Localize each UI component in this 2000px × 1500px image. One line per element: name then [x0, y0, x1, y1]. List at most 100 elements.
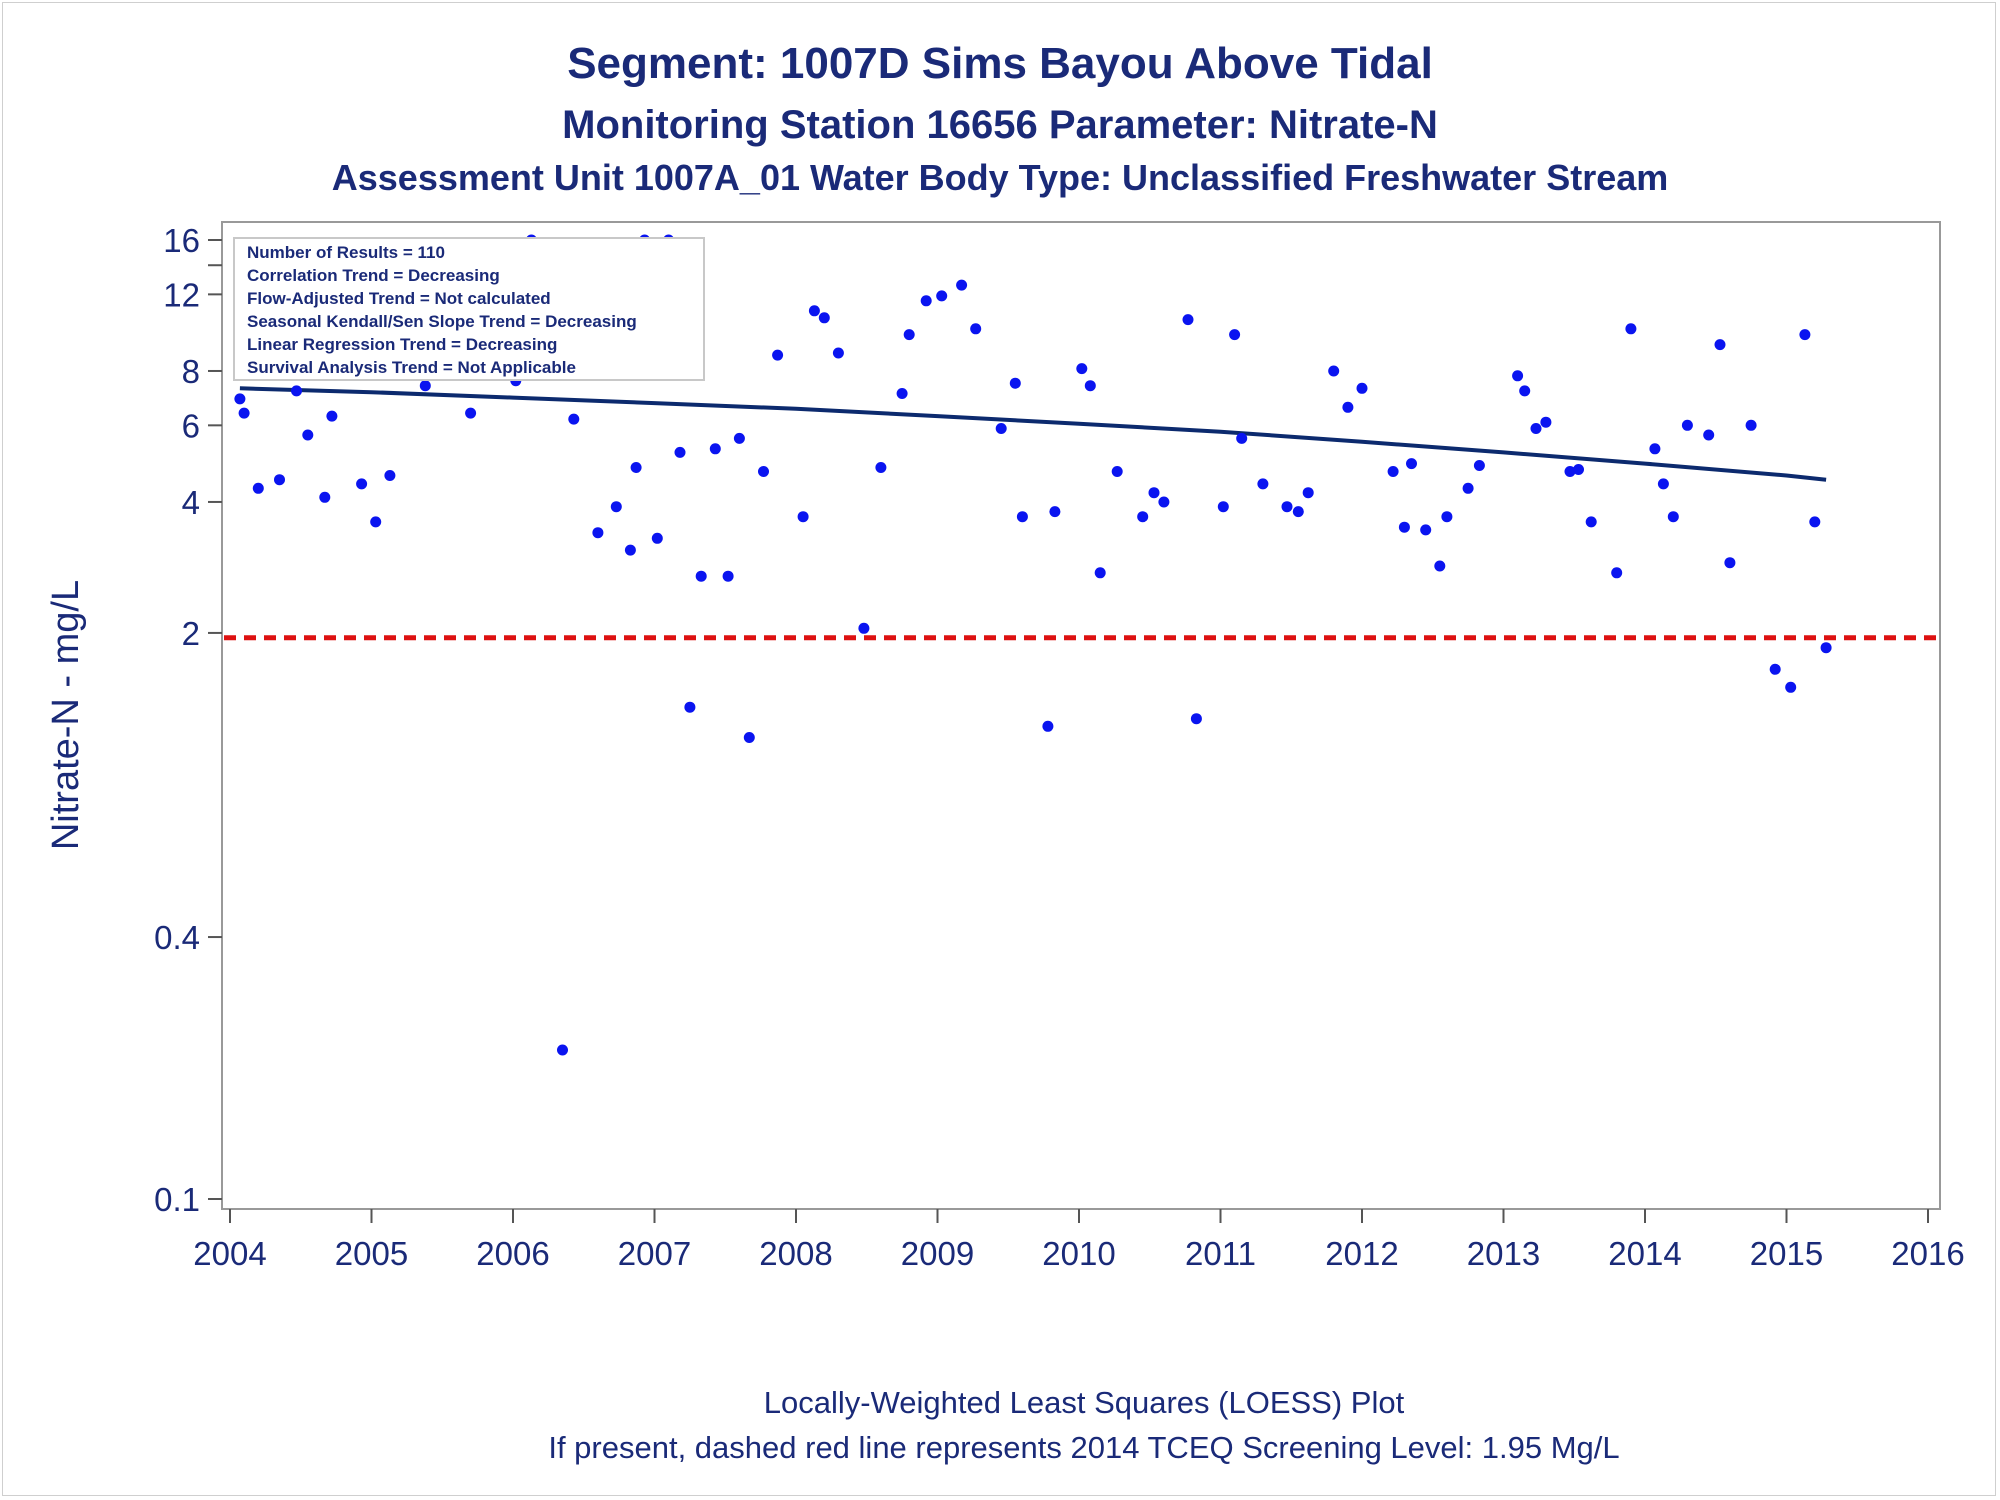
- y-tick-label: 6: [182, 407, 200, 444]
- x-tick-label: 2004: [193, 1235, 266, 1272]
- data-point: [326, 410, 338, 422]
- data-point: [970, 323, 982, 335]
- data-point: [956, 279, 968, 291]
- data-point: [875, 462, 887, 473]
- x-tick-label: 2011: [1185, 1235, 1256, 1272]
- data-point: [1564, 466, 1576, 477]
- footer-line-2: If present, dashed red line represents 2…: [548, 1430, 1619, 1465]
- data-point: [238, 407, 250, 419]
- x-tick-label: 2008: [759, 1235, 832, 1272]
- data-point: [1745, 419, 1757, 431]
- footer-line-1: Locally-Weighted Least Squares (LOESS) P…: [764, 1385, 1405, 1420]
- data-point: [832, 347, 844, 359]
- data-point: [1292, 506, 1304, 518]
- data-point: [1229, 329, 1241, 341]
- data-point: [1625, 323, 1637, 335]
- chart-subtitle-2: Assessment Unit 1007A_01 Water Body Type…: [332, 157, 1669, 198]
- data-point: [1519, 385, 1531, 397]
- y-tick-label: 0.1: [154, 1181, 200, 1218]
- data-point: [651, 532, 663, 544]
- x-tick-label: 2012: [1325, 1235, 1398, 1272]
- data-point: [252, 482, 264, 494]
- data-point: [302, 429, 314, 441]
- data-point: [1473, 460, 1485, 471]
- data-point: [1434, 560, 1446, 572]
- data-point: [1236, 432, 1248, 444]
- data-point: [1724, 557, 1736, 569]
- data-point: [234, 393, 246, 405]
- data-point: [568, 413, 580, 425]
- stats-box: [233, 237, 705, 381]
- data-point: [1158, 496, 1170, 508]
- stats-line: Survival Analysis Trend = Not Applicable: [247, 358, 576, 377]
- data-point: [1809, 516, 1821, 528]
- data-point: [758, 466, 769, 477]
- data-point: [936, 290, 948, 302]
- data-point: [1799, 329, 1811, 341]
- data-point: [557, 1044, 568, 1056]
- data-point: [1512, 370, 1524, 382]
- data-point: [592, 527, 604, 539]
- data-point: [1356, 382, 1368, 394]
- data-point: [808, 305, 820, 317]
- y-tick-label: 16: [163, 222, 200, 259]
- data-point: [1769, 663, 1781, 675]
- data-point: [1111, 466, 1123, 477]
- data-point: [1681, 419, 1693, 431]
- data-point: [1094, 567, 1106, 579]
- data-point: [1137, 511, 1149, 523]
- data-point: [1462, 482, 1474, 494]
- data-point: [1190, 713, 1202, 725]
- data-point: [1281, 501, 1293, 513]
- data-point: [743, 732, 755, 743]
- x-tick-label: 2009: [901, 1235, 974, 1272]
- data-point: [370, 516, 382, 528]
- data-point: [1342, 401, 1354, 413]
- data-point: [709, 443, 721, 455]
- y-tick-label: 12: [163, 276, 200, 313]
- data-point: [1217, 501, 1229, 513]
- data-point: [1257, 478, 1269, 490]
- data-point: [674, 446, 686, 458]
- stats-line: Seasonal Kendall/Sen Slope Trend = Decre…: [247, 312, 637, 331]
- data-point: [1714, 339, 1726, 351]
- data-point: [465, 407, 477, 419]
- data-point: [684, 701, 696, 713]
- data-point: [1148, 487, 1160, 499]
- data-point: [630, 462, 642, 473]
- loess-trend-line: [239, 386, 1827, 482]
- stats-line: Number of Results = 110: [247, 243, 445, 262]
- data-point: [1540, 416, 1552, 428]
- data-point: [1667, 511, 1679, 523]
- y-axis-label: Nitrate-N - mg/L: [45, 580, 87, 850]
- stats-line: Correlation Trend = Decreasing: [247, 266, 500, 285]
- x-tick-label: 2006: [476, 1235, 549, 1272]
- data-point: [1573, 464, 1584, 475]
- data-point: [1530, 423, 1542, 434]
- x-axis: 2004 2005 2006 2007 2008 2009 2010 2011 2012 2013…: [193, 1209, 1965, 1272]
- plot-area: [221, 221, 1941, 1210]
- data-point: [1441, 511, 1453, 523]
- data-point: [1009, 377, 1021, 389]
- data-point: [995, 423, 1007, 434]
- y-tick-label: 0.4: [154, 919, 200, 956]
- stats-lines: Number of Results = 110 Correlation Trend…: [247, 243, 637, 377]
- data-point: [319, 491, 331, 503]
- data-point: [419, 380, 431, 392]
- data-point: [356, 478, 368, 490]
- data-point: [818, 312, 830, 324]
- data-point: [610, 501, 622, 513]
- y-axis: 0.1 0.4 2 4 6 8 12 16: [154, 222, 222, 1218]
- data-point: [1649, 443, 1661, 455]
- data-point: [1049, 506, 1061, 518]
- data-point: [1406, 458, 1417, 470]
- chart-title: Segment: 1007D Sims Bayou Above Tidal: [567, 39, 1433, 88]
- data-point: [274, 474, 285, 486]
- data-point: [797, 511, 809, 523]
- data-point: [291, 385, 302, 397]
- chart-subtitle: Monitoring Station 16656 Parameter: Nitr…: [562, 103, 1438, 147]
- data-point: [722, 570, 734, 582]
- data-point: [1076, 363, 1088, 375]
